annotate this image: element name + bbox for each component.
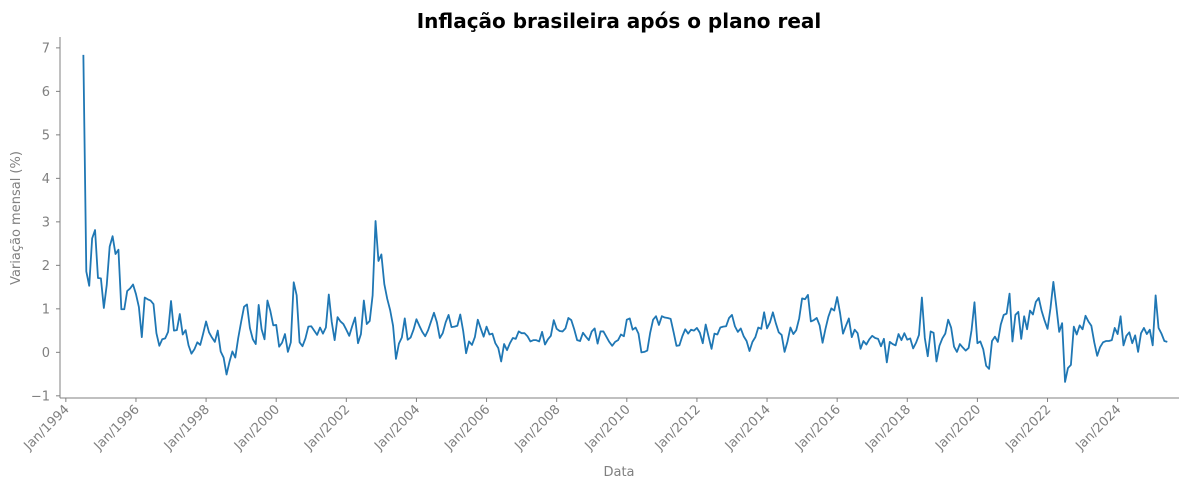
plot-area (82, 54, 1168, 383)
x-tick-label: Jan/1998 (161, 402, 213, 454)
x-tick-label: Jan/1996 (91, 402, 143, 454)
y-tick-label: 1 (42, 302, 50, 317)
y-tick-label: 2 (42, 259, 50, 274)
x-tick-label: Jan/2018 (862, 402, 914, 454)
y-tick-label: 7 (42, 41, 50, 56)
x-tick-label: Jan/2022 (1002, 402, 1054, 454)
y-tick-label: 6 (42, 85, 50, 100)
chart-title: Inflação brasileira após o plano real (417, 9, 822, 33)
series-line (82, 54, 1168, 383)
x-tick-label: Jan/2010 (582, 402, 634, 454)
x-axis-label: Data (603, 465, 634, 480)
x-tick-label: Jan/2014 (722, 402, 774, 454)
y-tick-label: 3 (42, 215, 50, 230)
y-tick-label: 0 (42, 346, 50, 361)
x-tick-label: Jan/2006 (441, 402, 493, 454)
x-tick-label: Jan/2004 (371, 402, 423, 454)
x-tick-label: Jan/1994 (21, 402, 73, 454)
y-tick-label: −1 (31, 389, 50, 404)
y-tick-label: 4 (42, 172, 50, 187)
y-axis: −1 0 1 2 3 4 5 6 7 (31, 37, 61, 404)
x-tick-label: Jan/2012 (652, 402, 704, 454)
x-tick-label: Jan/2002 (301, 402, 353, 454)
x-tick-label: Jan/2020 (932, 402, 984, 454)
x-tick-label: Jan/2000 (231, 402, 283, 454)
x-axis: Jan/1994 Jan/1996 Jan/1998 Jan/2000 Jan/2002… (21, 397, 1179, 454)
x-tick-label: Jan/2016 (792, 402, 844, 454)
y-axis-label: Variação mensal (%) (9, 151, 24, 285)
x-tick-label: Jan/2024 (1072, 402, 1124, 454)
x-tick-label: Jan/2008 (512, 402, 564, 454)
y-tick-label: 5 (42, 128, 50, 143)
